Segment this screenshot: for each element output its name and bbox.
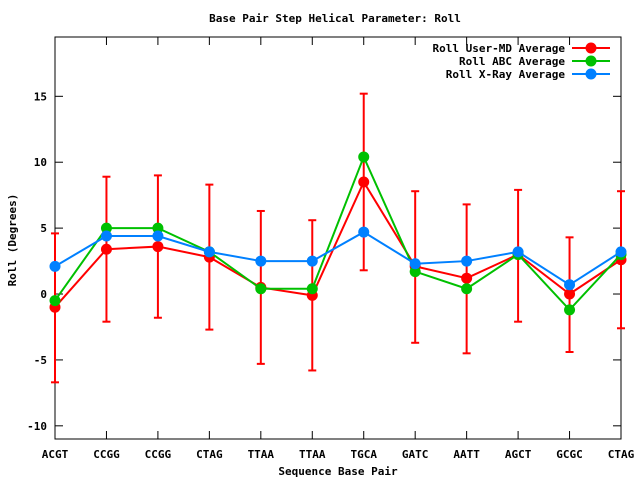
x-tick-label: CCGG — [145, 448, 172, 461]
x-tick-label: CCGG — [93, 448, 120, 461]
series-3-point — [615, 246, 627, 258]
series-3-point — [358, 226, 370, 238]
x-tick-label: TTAA — [248, 448, 275, 461]
x-axis-label: Sequence Base Pair — [278, 465, 398, 478]
series-2-point — [152, 222, 164, 234]
series-line-2 — [54, 154, 622, 312]
x-tick-label: AGCT — [505, 448, 532, 461]
plot-area: -10 -5 0 5 10 15 ACGT CCGG CCGG CTAG TTAA TTAA TGCA G… — [27, 36, 635, 461]
series-3-point — [409, 258, 421, 270]
legend-label-1: Roll User-MD Average — [433, 42, 566, 55]
y-tick-label: -5 — [34, 354, 47, 367]
chart-title: Base Pair Step Helical Parameter: Roll — [209, 12, 461, 25]
y-tick-label: 5 — [40, 222, 47, 235]
series-3-point — [100, 230, 112, 242]
x-tick-label: CTAG — [196, 448, 223, 461]
y-tick-label: -10 — [27, 420, 47, 433]
series-2-point — [409, 266, 421, 278]
legend-marker-1 — [585, 42, 597, 54]
y-tick-label: 10 — [34, 156, 47, 169]
series-1-point — [152, 241, 164, 253]
y-tick-label: 0 — [40, 288, 47, 301]
series-3-point — [564, 279, 576, 291]
x-tick-label: TTAA — [299, 448, 326, 461]
x-tick-label: GATC — [402, 448, 429, 461]
y-tick-label: 15 — [34, 90, 47, 103]
series-3-point — [255, 255, 267, 267]
series-2-point — [100, 222, 112, 234]
y-axis-label: Roll (Degrees) — [6, 194, 19, 287]
x-tick-label: ACGT — [42, 448, 69, 461]
x-tick-label: AATT — [453, 448, 480, 461]
series-3-point — [512, 246, 524, 258]
x-tick-label: GCGC — [556, 448, 583, 461]
series-1-point — [358, 176, 370, 188]
series-1-point — [461, 272, 473, 284]
series-1-point — [564, 288, 576, 300]
series-3-point — [152, 230, 164, 242]
series-2-point — [306, 283, 318, 295]
series-1-point — [100, 243, 112, 255]
series-3-point — [306, 255, 318, 267]
series-2-point — [461, 283, 473, 295]
series-2-point — [49, 295, 61, 307]
series-3-point — [49, 260, 61, 272]
series-3-point — [461, 255, 473, 267]
x-tick-label: TGCA — [350, 448, 377, 461]
series-2-point — [358, 151, 370, 163]
series-2-point — [255, 283, 267, 295]
series-line-3 — [54, 230, 622, 286]
x-tick-label: CTAG — [608, 448, 635, 461]
series-line-1 — [54, 179, 622, 308]
legend-label-3: Roll X-Ray Average — [446, 68, 566, 81]
legend-marker-2 — [585, 55, 597, 67]
series-2-point — [564, 304, 576, 316]
legend-marker-3 — [585, 68, 597, 80]
series-3-point — [203, 246, 215, 258]
legend-label-2: Roll ABC Average — [459, 55, 565, 68]
